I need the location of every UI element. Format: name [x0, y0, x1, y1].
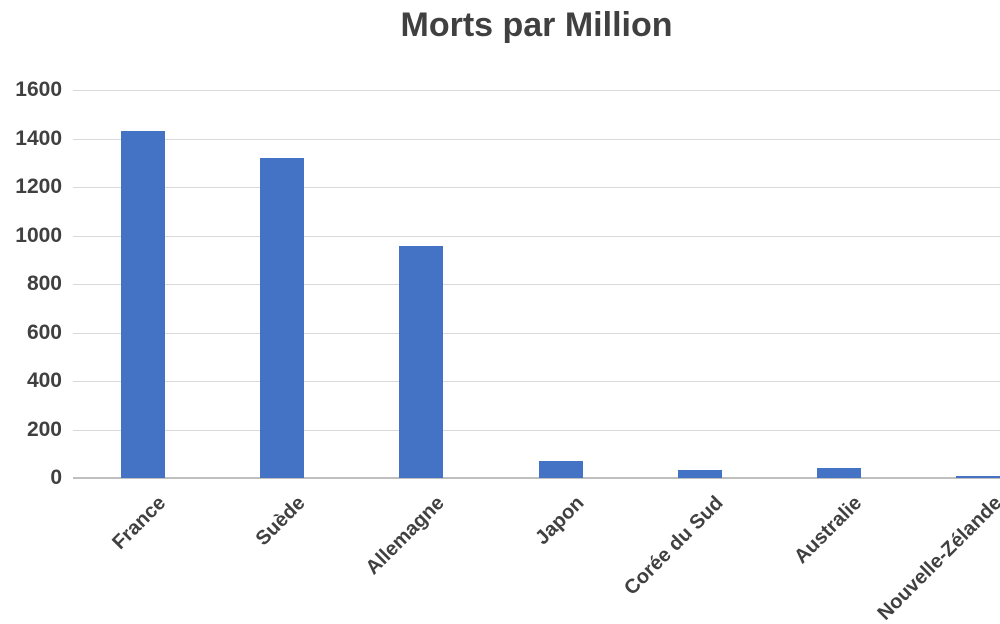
y-tick-label-1000: 1000	[15, 223, 62, 247]
gridline-600	[73, 332, 1000, 334]
x-label-australie: Australie	[790, 492, 867, 569]
bar-suede	[259, 157, 304, 478]
bar-coree-du-sud	[677, 469, 722, 478]
gridline-1400	[73, 138, 1000, 140]
x-label-france: France	[108, 492, 171, 554]
x-axis-line	[73, 477, 1000, 479]
gridline-1000	[73, 235, 1000, 237]
bar-japon	[538, 461, 583, 478]
gridline-400	[73, 381, 1000, 382]
gridline-1600	[73, 90, 1000, 91]
x-label-japon: Japon	[530, 492, 589, 550]
y-tick-label-1400: 1400	[15, 126, 62, 150]
plot-area: France Suède Allemagne Japon Corée du Sud Aus…	[73, 90, 1000, 624]
x-label-suede: Suède	[251, 492, 310, 551]
x-label-allemagne: Allemagne	[361, 492, 449, 580]
y-tick-label-200: 200	[26, 417, 62, 441]
gridline-800	[73, 284, 1000, 285]
x-label-coree-du-sud: Corée du Sud	[619, 492, 728, 600]
y-tick-label-1600: 1600	[15, 78, 62, 101]
y-tick-label-800: 800	[26, 272, 62, 295]
bar-australie	[817, 468, 862, 478]
y-tick-label-1200: 1200	[15, 175, 62, 198]
bar-allemagne	[399, 246, 444, 478]
x-label-nouvelle-zelande: Nouvelle-Zélande	[873, 492, 1000, 624]
bar-nouvelle-zelande	[956, 476, 1000, 478]
y-tick-label-400: 400	[26, 369, 62, 392]
y-tick-label-600: 600	[26, 320, 62, 344]
y-tick-label-0: 0	[50, 466, 62, 489]
bar-france	[120, 131, 165, 478]
chart-title: Morts par Million	[400, 6, 673, 44]
gridline-1200	[73, 187, 1000, 188]
gridline-200	[73, 429, 1000, 431]
y-axis-labels: 0 200 400 600 800 1000 1200 1400 1600	[0, 78, 62, 489]
